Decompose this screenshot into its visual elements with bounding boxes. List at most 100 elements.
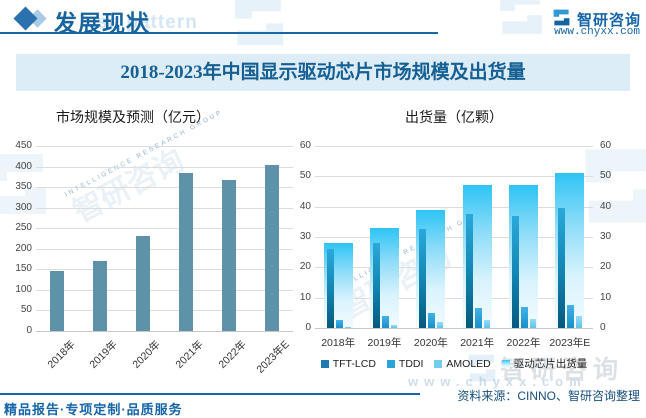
x-axis-label: 2020年 [413,337,448,349]
bar-tft-lcd [512,215,519,328]
legend-item: TFT-LCD [320,357,376,370]
legend-swatch [386,359,395,368]
y-axis-tick-label: 60 [299,140,311,151]
chart-main-title: 2018-2023年中国显示驱动芯片市场规模及出货量 [16,54,630,91]
legend-item: TDDI [386,357,424,370]
y-axis-tick-label: 10 [299,291,311,303]
y-axis-tick-label-right: 60 [600,140,612,151]
x-axis-label: 2022年 [506,337,541,349]
header-divider [0,32,438,34]
legend-label: TFT-LCD [332,357,376,370]
chart-legend: TFT-LCD TDDI AMOLED 驱动芯片出货量 [310,356,598,371]
bar-market-scale [221,179,236,331]
section-diamond-icon [13,6,52,31]
brand-logo-watermark-icon [585,149,646,223]
bar-tddi [428,312,436,328]
left-chart-title: 市场规模及预测（亿元） [56,109,210,125]
right-chart-title: 出货量（亿颗） [405,109,503,125]
gridline [315,146,593,147]
y-axis-tick-label: 300 [15,201,32,213]
brand-logo-watermark-icon [468,354,496,382]
y-axis-tick-label-right: 20 [600,261,612,273]
y-axis-tick-label: 0 [305,322,311,333]
y-axis-tick-label: 150 [15,263,32,275]
gridline [36,289,293,291]
bar-tft-lcd [465,214,473,329]
gridline [315,176,593,178]
legend-swatch [320,359,329,368]
gridline [315,237,593,238]
gridline [36,269,293,271]
footer-divider [0,393,420,395]
gridline [315,328,593,329]
bar-amoled [344,327,351,328]
legend-item: AMOLED [434,357,491,370]
data-source: 资料来源：CINNO、智研咨询整理 [457,389,640,403]
y-axis-tick-label: 0 [26,325,32,336]
y-axis-tick-label-right: 30 [600,231,612,242]
section-title: 发展现状 [54,11,150,36]
brand-logo-icon [553,9,570,26]
x-axis-label: 2023年E [549,337,591,349]
diamond-dark-shape [13,6,38,31]
bar-market-scale [264,164,279,331]
y-axis-tick-label: 250 [15,222,32,234]
gridline [315,297,593,299]
gridline [36,146,293,147]
legend-label: 驱动芯片出货量 [513,358,588,370]
x-axis-label: 2018年 [321,337,356,349]
gridline [36,310,293,312]
y-axis-tick-label: 40 [299,200,311,212]
watermark-site-text: www.chyxx.com [408,374,587,389]
legend-swatch [434,359,443,368]
y-axis-tick-label: 50 [299,170,311,182]
bar-tft-lcd [326,249,334,328]
bar-amoled [483,320,490,328]
legend-label: TDDI [398,357,424,370]
bar-market-scale [136,236,151,331]
bar-amoled [576,315,583,328]
y-axis-tick-label: 450 [15,140,32,151]
bar-tft-lcd [373,243,380,328]
brand-logo-watermark-icon [0,154,46,214]
brand-name: 智研咨询 [577,12,642,29]
bar-amoled [530,318,536,328]
gridline [315,267,593,269]
y-axis-tick-label: 200 [15,242,32,254]
y-axis-tick-label-right: 0 [600,322,606,333]
y-axis-tick-label-right: 40 [600,200,612,212]
bar-tddi [382,315,389,328]
watermark-brand-bottom: 智研咨询 [500,356,625,384]
bar-tft-lcd [558,208,566,328]
bar-tddi [335,320,343,328]
legend-swatch [501,359,510,368]
bar-tddi [521,306,528,328]
gridline [36,166,293,168]
gridline [36,187,293,189]
gridline [315,206,593,208]
y-axis-tick-label: 100 [15,283,32,295]
watermark-pattern-text: se pattern [97,12,198,33]
bar-market-scale [93,260,108,331]
gridline [36,248,293,250]
bar-tddi [474,308,482,328]
gridline [36,228,293,230]
bar-tft-lcd [419,229,427,328]
y-axis-tick-label-right: 50 [600,170,612,182]
legend-label: AMOLED [446,357,491,370]
gridline [36,331,293,332]
x-axis-label: 2021年 [460,337,495,349]
x-axis-label: 2019年 [367,337,402,349]
y-axis-tick-label: 50 [20,304,32,316]
bar-market-scale [178,172,193,331]
brand-logo-watermark-icon [500,0,542,34]
y-axis-tick-label: 400 [15,160,32,172]
bar-tddi [567,305,575,329]
y-axis-tick-label-right: 10 [600,291,612,303]
bar-amoled [437,321,444,328]
brand-logo-watermark-icon [234,0,284,46]
y-axis-tick-label: 20 [299,261,311,273]
y-axis-tick-label: 350 [15,181,32,193]
